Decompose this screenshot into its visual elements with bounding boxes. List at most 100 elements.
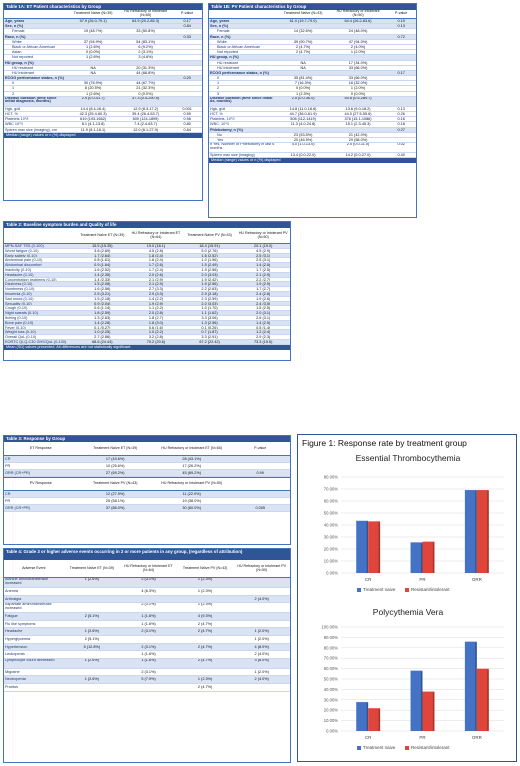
cell-value: 1 (2.0%) (254, 629, 269, 634)
bar (464, 641, 477, 731)
bar-top (368, 519, 381, 522)
cell-value (120, 684, 177, 691)
bar-top (410, 669, 423, 671)
cell-value: 2 (4.0%) (254, 652, 269, 657)
cell-value (330, 24, 386, 28)
row-label: Disease duration (time since initial dia… (5, 96, 57, 104)
cell-value: 7.4 (2.4-63.7) (134, 122, 157, 127)
cell-value: 68.6 (24.44) (92, 339, 113, 344)
cell-value: 1.3 (2.56) (201, 320, 218, 325)
cell-value (119, 24, 172, 28)
row-label: Black or African American (12, 44, 56, 49)
table-row: Abdominal pain (0-10) 0.8 (1.61) 1.8 (2.4)… (4, 258, 290, 264)
table-row: Worst fatigue (0-10) 3.8 (2.69) 4.5 (2.8) 5… (4, 249, 290, 254)
cell-value: 2 (3.1%) (141, 603, 156, 607)
bar-shade (378, 709, 381, 731)
table-row: ORR (CR+PR) 27 (69.2%) 45 (69.2%) 0.99 (4, 470, 290, 477)
cell-value: 37 (94.9%) (83, 39, 103, 44)
cell-value: 0.84 (183, 24, 191, 29)
cell-value: 0.18 (397, 122, 405, 127)
cell-value: 1.4 (2.33) (94, 277, 111, 282)
table-row: Bone pain (0-10) 1.4 (2.28) 1.8 (3.0) 1.3 (… (4, 320, 290, 326)
row-label: Spleen max size (imaging) (210, 153, 255, 158)
cell-value: 1.4 (2.28) (94, 320, 111, 325)
table-row: Overall QoL (0-10) 2.7 (2.86) 3.2 (2.8) 3.3… (4, 335, 290, 340)
row-label: Age, years (210, 19, 230, 23)
cell-value: 35 (81.4%) (293, 76, 313, 81)
table-4-body: Alanine aminotransferase increased 1 (2.6… (4, 578, 290, 692)
cell-value: 2 (4.7%) (197, 644, 213, 649)
cell-value: 0.7 (1.87) (201, 330, 218, 335)
row-label: Hypertension (5, 644, 28, 649)
cell-value: 20 (31.3%) (136, 65, 155, 70)
cell-value: 1.0 (2.25) (94, 330, 111, 335)
table-row: Hypertension 5 (12.8%) 2 (3.1%) 2 (4.7%) 4 (… (4, 643, 290, 652)
cell-value: 1.4 (2.5) (256, 320, 271, 325)
cell-value: 44 (68.8%) (136, 70, 155, 75)
table-row: Spleen max size (imaging), cm 11.9 (8.1-1… (4, 128, 202, 133)
header-cell: HU Refractory or Intolerant PV (N=50) (237, 563, 287, 572)
cell-value: 0.80 (183, 122, 191, 127)
x-tick-label: PR (419, 735, 426, 740)
cell-value: 33 (66.0%) (348, 76, 368, 81)
cell-value: 2 (3.1%) (138, 50, 153, 55)
row-label: Weight loss (0-10) (5, 330, 36, 335)
cell-value (276, 35, 329, 39)
table-row: ECOG performance status, n (%) 0.17 (209, 70, 416, 77)
y-tick-label: 0.00% (326, 571, 338, 576)
table-row: Race, n (%) 0.33 (4, 34, 202, 40)
cell-value (233, 603, 290, 612)
cell-value: 39 (90.7%) (293, 39, 313, 44)
row-label: CR (5, 457, 11, 461)
row-label: EORTC QLQ-C30 GHS/QoL (0-100) (5, 339, 67, 344)
table-row: Black or African American 1 (2.6%) 6 (9.2%… (4, 44, 202, 51)
cell-value: 2 (4.7%) (197, 684, 213, 689)
row-label: Dizziness (0-10) (5, 282, 33, 287)
header-cell: HU Refractory or Intolerant ET (N=64) (124, 563, 173, 572)
table-row: ORR (CR+PR) 37 (86.0%) 30 (60.0%) 0.005 (4, 505, 290, 512)
bar-top (476, 488, 489, 491)
cell-value: 21 (32.3%) (136, 86, 155, 91)
cell-value: 2 (4.0%) (254, 596, 269, 601)
cell-value (119, 76, 172, 80)
row-label: Not reported (217, 50, 239, 55)
cell-value (276, 128, 329, 132)
table-row: If Yes, Number of Phlebotomy in last 6 m… (209, 143, 416, 154)
table-1b-title: Table 1B: PV Patient characteristics by … (209, 4, 416, 10)
header-cell: Treatment Naïve (N=39) (73, 11, 113, 16)
cell-value (233, 588, 290, 595)
figure-1-title: Figure 1: Response rate by treatment gro… (302, 438, 467, 448)
header-cell: P-value (395, 11, 408, 16)
table-row: Leukopenia 1 (1.6%) 2 (4.0%) (4, 651, 290, 659)
cell-value (177, 596, 234, 603)
cell-value: 0.17 (397, 70, 405, 75)
x-tick-label: CR (365, 735, 372, 740)
cell-value (233, 578, 290, 587)
cell-value (64, 684, 121, 691)
table-row: Concentration problems (0-10) 1.4 (2.33) 2… (4, 278, 290, 283)
cell-value: 1 (1.6%) (141, 658, 156, 662)
cell-value: 2 (3.1%) (141, 669, 156, 674)
table-1a-header: Treatment Naïve (N=39) HU Refractory or I… (4, 9, 202, 19)
cell-value: 21 (42.0%) (348, 132, 368, 137)
row-label: Sex, n (%) (5, 24, 24, 29)
bar (356, 520, 369, 573)
y-tick-label: 30.00% (324, 535, 338, 540)
row-label: HU intolerant (12, 70, 35, 75)
cell-value: 12 (27.9%) (105, 492, 125, 496)
table-row: HCT, % 44.7 (36.0-61.9) 44.0 (27.5-55.6) 0.… (209, 112, 416, 118)
cell-value: 0.9 (1.64) (94, 263, 111, 267)
cell-value (172, 66, 202, 70)
table-row: Hgb, g/dl 14.8 (11.0-18.6) 13.6 (9.0-18.2)… (209, 107, 416, 112)
row-label: Arthralgia (5, 596, 22, 601)
bar-top (356, 700, 369, 703)
table-row: EORTC QLQ-C30 GHS/QoL (0-100) 68.6 (24.44… (4, 339, 290, 345)
row-label: Aspartate aminotransferase increased (5, 603, 52, 610)
cell-value: 0.5 (1.4) (256, 325, 271, 330)
table-row: Cough (0-10) 0.6 (1.14) 1.1 (2.2) 1.0 (1.70… (4, 306, 290, 312)
cell-value: 2.2 (2.7) (256, 277, 271, 282)
cell-value (276, 71, 329, 75)
cell-value (233, 684, 290, 691)
row-label: HU intolerant (217, 65, 240, 70)
cell-value: 5 (12.8%) (83, 644, 101, 649)
